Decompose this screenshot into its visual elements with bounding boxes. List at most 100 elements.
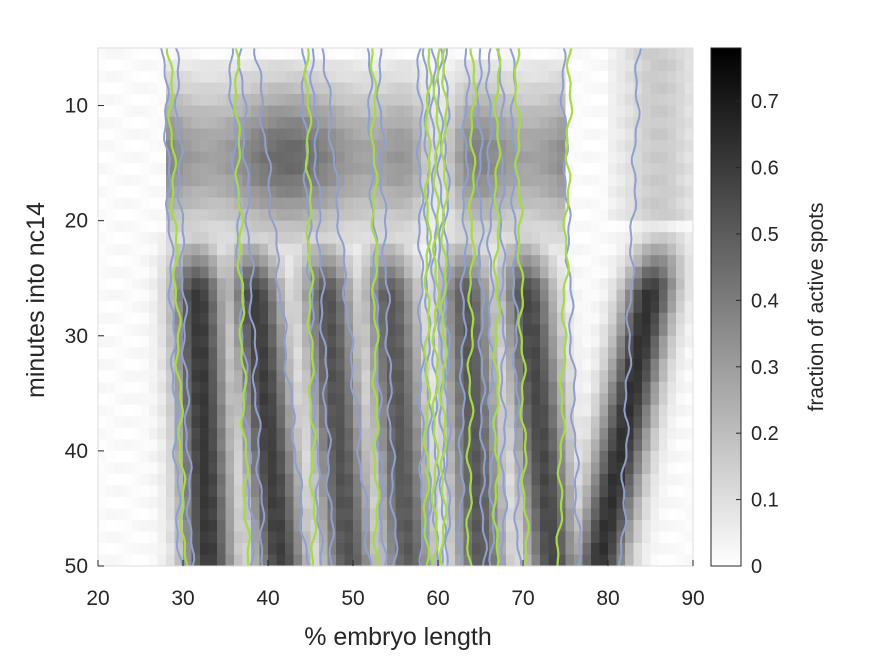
heatmap-cell: [531, 554, 541, 566]
heatmap-cell: [540, 301, 550, 314]
heatmap-cell: [667, 347, 677, 360]
heatmap-cell: [633, 105, 643, 118]
heatmap-cell: [191, 243, 201, 256]
heatmap-cell: [582, 416, 592, 429]
heatmap-cell: [404, 404, 414, 417]
heatmap-cell: [191, 71, 201, 84]
heatmap-cell: [387, 404, 397, 417]
heatmap-cell: [302, 278, 312, 291]
heatmap-cell: [387, 151, 397, 164]
heatmap-cell: [293, 301, 303, 314]
heatmap-cell: [608, 48, 618, 61]
heatmap-cell: [115, 439, 125, 452]
heatmap-cell: [157, 462, 167, 475]
colorbar-ticks: 00.10.20.30.40.50.60.7: [736, 91, 779, 578]
heatmap-cell: [684, 59, 693, 72]
heatmap-cell: [285, 393, 295, 406]
heatmap-cell: [608, 312, 618, 325]
heatmap-cell: [327, 370, 337, 383]
heatmap-cell: [480, 151, 490, 164]
heatmap-cell: [659, 370, 669, 383]
heatmap-cell: [200, 163, 210, 176]
heatmap-cell: [149, 278, 159, 291]
heatmap-cell: [514, 266, 524, 279]
heatmap-cell: [650, 542, 660, 556]
heatmap-cell: [285, 439, 295, 452]
heatmap-cell: [565, 416, 575, 429]
heatmap-cell: [115, 105, 125, 118]
green-contour-line: [555, 48, 574, 566]
heatmap-cell: [514, 439, 524, 452]
heatmap-cell: [378, 554, 388, 566]
heatmap-cell: [616, 117, 626, 130]
heatmap-cell: [319, 117, 329, 130]
heatmap-cell: [633, 243, 643, 256]
heatmap-cell: [353, 485, 363, 498]
heatmap-cell: [463, 301, 473, 314]
heatmap-cell: [285, 473, 295, 487]
heatmap-cell: [353, 542, 363, 556]
heatmap-cell: [395, 416, 405, 429]
heatmap-cell: [523, 48, 533, 61]
heatmap-cell: [268, 473, 278, 487]
heatmap-cell: [268, 82, 278, 95]
heatmap-cell: [200, 496, 210, 510]
heatmap-cell: [667, 312, 677, 325]
heatmap-cell: [115, 232, 125, 245]
heatmap-cell: [404, 335, 414, 348]
heatmap-cell: [489, 151, 499, 164]
heatmap-cell: [455, 404, 465, 417]
heatmap-cell: [268, 462, 278, 475]
heatmap-cell: [225, 381, 235, 394]
heatmap-cell: [412, 94, 422, 107]
heatmap-cell: [378, 508, 388, 521]
heatmap-cell: [242, 427, 252, 440]
heatmap-cell: [149, 186, 159, 199]
heatmap-cell: [132, 473, 142, 487]
heatmap-cell: [395, 197, 405, 210]
heatmap-cell: [217, 82, 227, 95]
heatmap-cell: [642, 151, 652, 164]
heatmap-cell: [293, 358, 303, 371]
heatmap-cell: [327, 485, 337, 498]
heatmap-cell: [200, 209, 210, 222]
heatmap-cell: [565, 105, 575, 118]
heatmap-cell: [608, 427, 618, 440]
heatmap-cell: [200, 197, 210, 210]
green-contour-line: [465, 48, 478, 566]
heatmap-cell: [174, 140, 184, 153]
heatmap-cell: [217, 209, 227, 222]
heatmap-cell: [123, 48, 133, 61]
heatmap-cell: [633, 485, 643, 498]
heatmap-cell: [625, 462, 635, 475]
y-tick-label: 30: [65, 325, 88, 348]
heatmap-cell: [285, 519, 295, 533]
heatmap-cell: [642, 117, 652, 130]
heatmap-cell: [548, 289, 558, 302]
heatmap-cell: [208, 358, 218, 371]
heatmap-cell: [616, 174, 626, 187]
green-contour-line: [422, 48, 433, 566]
heatmap-cell: [361, 243, 371, 256]
heatmap-cell: [574, 508, 584, 521]
heatmap-cell: [166, 519, 176, 533]
heatmap-cell: [344, 117, 354, 130]
heatmap-cell: [472, 266, 482, 279]
heatmap-cell: [183, 347, 193, 360]
heatmap-cell: [472, 485, 482, 498]
heatmap-cell: [200, 508, 210, 521]
heatmap-cell: [489, 128, 499, 141]
heatmap-cell: [463, 48, 473, 61]
heatmap-cell: [98, 255, 108, 268]
heatmap-cell: [446, 117, 456, 130]
heatmap-cell: [395, 117, 405, 130]
heatmap-cell: [208, 117, 218, 130]
heatmap-cell: [217, 266, 227, 279]
heatmap-cell: [489, 94, 499, 107]
heatmap-cell: [140, 186, 150, 199]
heatmap-cell: [497, 278, 507, 291]
heatmap-cell: [540, 82, 550, 95]
heatmap-cell: [378, 163, 388, 176]
heatmap-cell: [540, 197, 550, 210]
heatmap-cell: [157, 105, 167, 118]
